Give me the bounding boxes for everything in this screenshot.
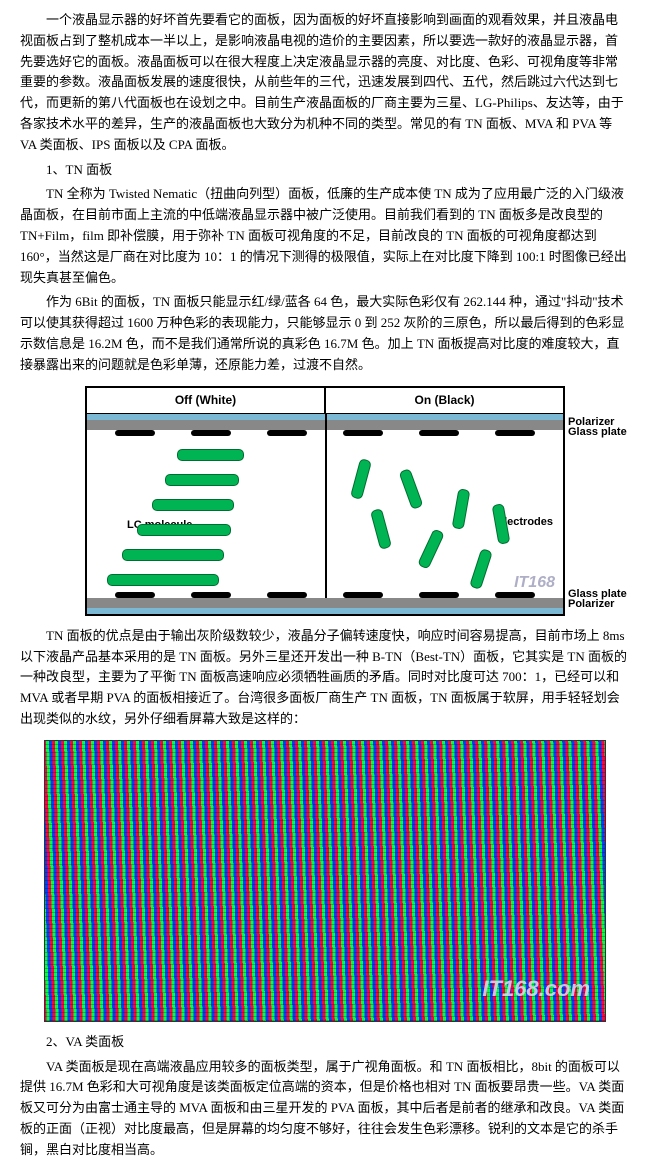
glass-bot-layer xyxy=(87,598,563,608)
polarizer-bot-label: Polarizer xyxy=(568,596,614,614)
tn-paragraph-3: TN 面板的优点是由于输出灰阶级数较少，液晶分子偏转速度快，响应时间容易提高，目… xyxy=(20,626,630,730)
section-2-heading: 2、VA 类面板 xyxy=(20,1032,630,1053)
lc-on-region: Electrodes xyxy=(325,439,563,589)
lc-off-region: LC molecule xyxy=(87,439,325,589)
watermark-icon: IT168.com xyxy=(482,971,590,1006)
off-state-label: Off (White) xyxy=(87,388,326,413)
intro-paragraph: 一个液晶显示器的好坏首先要看它的面板，因为面板的好坏直接影响到画面的观看效果，并… xyxy=(20,10,630,156)
glass-top-label: Glass plate xyxy=(568,424,627,442)
on-state-label: On (Black) xyxy=(326,388,563,413)
tn-structure-diagram: Off (White) On (Black) Polarizer Glass p… xyxy=(85,386,565,616)
polarizer-bot-layer xyxy=(87,608,563,614)
tn-paragraph-1: TN 全称为 Twisted Nematic（扭曲向列型）面板，低廉的生产成本使… xyxy=(20,184,630,288)
rgb-subpixel-photo: IT168.com xyxy=(44,740,606,1022)
va-paragraph-1: VA 类面板是现在高端液晶应用较多的面板类型，属于广视角面板。和 TN 面板相比… xyxy=(20,1057,630,1161)
section-1-heading: 1、TN 面板 xyxy=(20,160,630,181)
watermark-icon: IT168 xyxy=(514,570,555,596)
tn-paragraph-2: 作为 6Bit 的面板，TN 面板只能显示红/绿/蓝各 64 色，最大实际色彩仅… xyxy=(20,292,630,375)
